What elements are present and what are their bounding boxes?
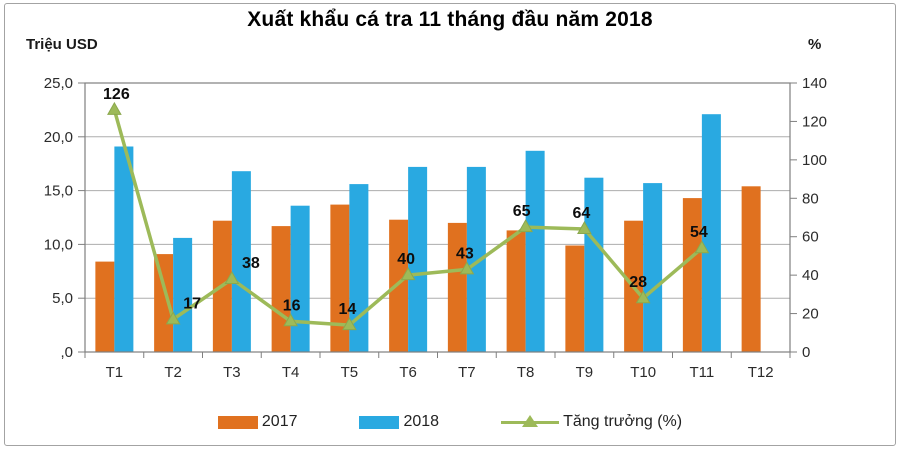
- legend-label-2018: 2018: [403, 413, 440, 430]
- svg-text:100: 100: [802, 152, 827, 169]
- svg-text:,0: ,0: [60, 344, 73, 361]
- svg-text:80: 80: [802, 190, 819, 207]
- svg-text:126: 126: [103, 86, 130, 103]
- legend-line-marker-icon: [501, 414, 560, 430]
- svg-text:40: 40: [397, 251, 415, 268]
- svg-text:20: 20: [802, 306, 819, 323]
- svg-text:0: 0: [802, 344, 810, 361]
- svg-text:T4: T4: [282, 364, 300, 381]
- svg-text:38: 38: [242, 255, 260, 272]
- svg-text:20,0: 20,0: [44, 129, 73, 146]
- svg-text:10,0: 10,0: [44, 236, 73, 253]
- svg-text:17: 17: [183, 295, 201, 312]
- legend-triangle-marker-icon: [522, 415, 539, 427]
- svg-text:120: 120: [802, 113, 827, 130]
- svg-text:T7: T7: [458, 364, 476, 381]
- right-axis-unit-label: %: [808, 36, 822, 53]
- legend-swatch-2018: [359, 415, 400, 429]
- chart-title: Xuất khẩu cá tra 11 tháng đầu năm 2018: [247, 8, 653, 31]
- svg-text:T12: T12: [748, 364, 774, 381]
- legend: 2017 2018 Tăng trưởng (%): [0, 407, 900, 437]
- svg-text:140: 140: [802, 75, 827, 92]
- svg-text:T1: T1: [106, 364, 124, 381]
- svg-text:60: 60: [802, 229, 819, 246]
- svg-text:T6: T6: [399, 364, 417, 381]
- svg-text:T2: T2: [164, 364, 182, 381]
- svg-text:16: 16: [283, 297, 301, 314]
- svg-text:25,0: 25,0: [44, 75, 73, 92]
- svg-text:64: 64: [572, 205, 590, 222]
- left-axis-unit-label: Triệu USD: [26, 36, 98, 53]
- svg-text:43: 43: [456, 245, 474, 262]
- svg-text:14: 14: [338, 301, 356, 318]
- svg-text:5,0: 5,0: [52, 290, 73, 307]
- svg-text:T10: T10: [630, 364, 656, 381]
- legend-label-growth: Tăng trưởng (%): [563, 413, 683, 430]
- svg-text:T8: T8: [517, 364, 535, 381]
- svg-text:65: 65: [513, 203, 531, 220]
- legend-swatch-2017: [217, 415, 258, 429]
- svg-text:28: 28: [629, 274, 647, 291]
- legend-item-2018: 2018: [359, 413, 439, 431]
- svg-text:54: 54: [690, 224, 708, 241]
- svg-text:T11: T11: [690, 364, 715, 381]
- svg-text:T5: T5: [341, 364, 359, 381]
- legend-label-2017: 2017: [261, 413, 298, 430]
- legend-item-2017: 2017: [217, 413, 298, 431]
- legend-item-growth: Tăng trưởng (%): [501, 413, 682, 431]
- svg-text:T3: T3: [223, 364, 241, 381]
- svg-text:15,0: 15,0: [44, 183, 73, 200]
- svg-text:T9: T9: [576, 364, 594, 381]
- svg-text:40: 40: [802, 267, 819, 284]
